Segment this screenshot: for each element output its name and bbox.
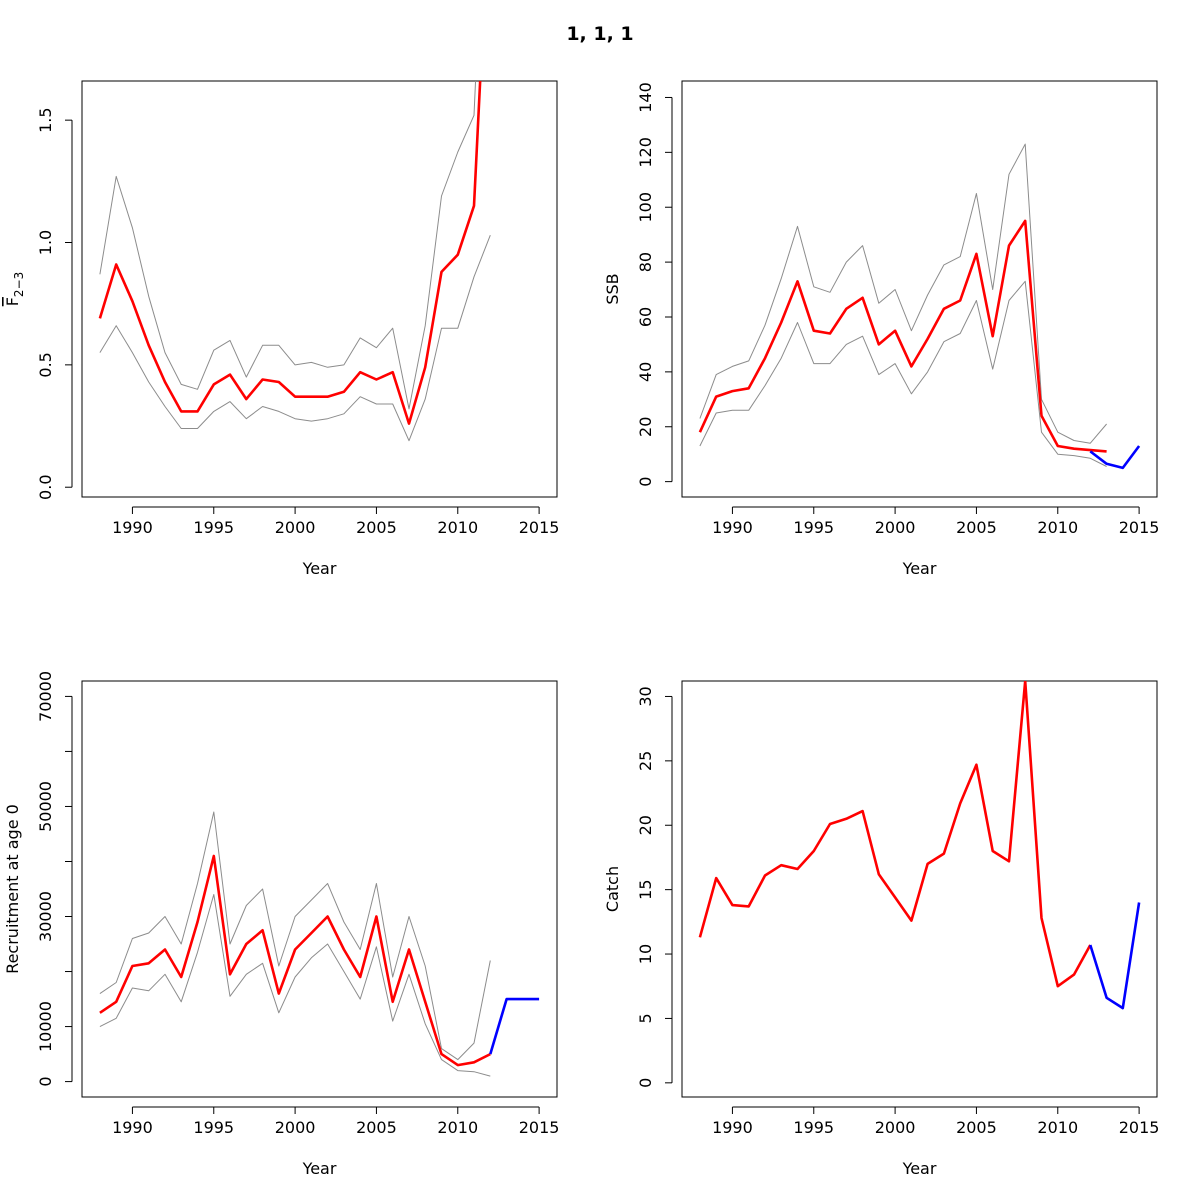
ssb-y-tick-label: 140: [636, 82, 655, 113]
ssb-x-tick-label: 1990: [712, 518, 753, 537]
recruitment-panel: 1990 1995 2000 2005 2010 2015 Year 0 10000 30000 5…: [3, 671, 559, 1178]
ssb-y-tick-label: 40: [636, 362, 655, 382]
catch-y-tick-label: 15: [636, 879, 655, 899]
catch-y-tick-label: 30: [636, 686, 655, 706]
recruitment-x-tick-label: 1995: [193, 1118, 234, 1137]
recruitment-plot-frame: [81, 680, 558, 1098]
fbar-x-tick-label: 1995: [193, 518, 234, 537]
catch-panel: 1990 1995 2000 2005 2010 2015 Year 0 5 10 15 20 25 30…: [603, 680, 1160, 1178]
ssb-x-tick-label: 1995: [793, 518, 834, 537]
ssb-x-tick-label: 2015: [1119, 518, 1160, 537]
ssb-y-axis-label: SSB: [603, 273, 622, 304]
recruitment-y-axis-label: Recruitment at age 0: [3, 804, 22, 974]
recruitment-x-tick-label: 2005: [356, 1118, 397, 1137]
catch-x-tick-label: 2010: [1037, 1118, 1078, 1137]
catch-series-estimate: [698, 681, 1092, 988]
catch-y-tick-label: 25: [636, 751, 655, 771]
ssb-x-tick-label: 2005: [956, 518, 997, 537]
ssb-y-tick-label: 20: [636, 417, 655, 437]
recruitment-x-tick-label: 1990: [112, 1118, 153, 1137]
catch-plot-frame: [681, 680, 1158, 1098]
catch-y-tick-label: 5: [636, 1013, 655, 1023]
catch-x-tick-label: 2000: [875, 1118, 916, 1137]
fbar-x-tick-label: 2000: [275, 518, 316, 537]
fbar-x-tick-label: 2005: [356, 518, 397, 537]
recruitment-series-lower: [99, 894, 491, 1077]
fbar-series-estimate: [98, 81, 482, 425]
recruitment-y-tick-label: 0: [36, 1076, 55, 1086]
recruitment-series-estimate: [99, 854, 491, 1067]
recruitment-x-tick-label: 2010: [437, 1118, 478, 1137]
fbar-series-upper: [99, 81, 477, 410]
fbar-y-tick-label: 1.0: [36, 230, 55, 255]
catch-x-axis-label: Year: [902, 1159, 937, 1178]
fbar-series-lower: [99, 235, 491, 442]
fbar-y-tick-label: 1.5: [36, 107, 55, 132]
ssb-y-tick-label: 80: [636, 252, 655, 272]
catch-y-tick-label: 10: [636, 944, 655, 964]
ssb-y-tick-label: 120: [636, 137, 655, 168]
recruitment-y-tick-label: 70000: [36, 671, 55, 722]
ssb-y-tick-label: 60: [636, 307, 655, 327]
fbar-x-tick-label: 1990: [112, 518, 153, 537]
recruitment-x-axis-label: Year: [302, 1159, 337, 1178]
fbar-x-tick-label: 2015: [519, 518, 560, 537]
ssb-series-estimate: [698, 219, 1107, 453]
ssb-series-forecast: [1089, 445, 1141, 470]
catch-y-tick-label: 20: [636, 815, 655, 835]
fbar-y-axis-label-sub: 2−3: [12, 272, 26, 297]
ssb-y-tick-label: 0: [636, 477, 655, 487]
fbar-panel: 1990 1995 2000 2005 2010 2015 Year 0.0 0.5 1.0 1.5…: [3, 80, 560, 578]
catch-x-tick-label: 1995: [793, 1118, 834, 1137]
catch-y-tick-label: 0: [636, 1078, 655, 1088]
ssb-x-axis-label: Year: [902, 559, 937, 578]
ssb-x-tick-label: 2000: [875, 518, 916, 537]
figure-title: 1, 1, 1: [566, 23, 633, 45]
recruitment-y-tick-label: 50000: [36, 781, 55, 832]
fbar-x-tick-label: 2010: [437, 518, 478, 537]
catch-x-tick-label: 2005: [956, 1118, 997, 1137]
catch-series-forecast: [1089, 902, 1141, 1010]
fbar-y-axis-label-main: F: [3, 297, 22, 306]
catch-x-tick-label: 1990: [712, 1118, 753, 1137]
recruitment-x-tick-label: 2000: [275, 1118, 316, 1137]
recruitment-x-tick-label: 2015: [519, 1118, 560, 1137]
recruitment-y-tick-label: 10000: [36, 1001, 55, 1052]
fbar-y-tick-label: 0.5: [36, 352, 55, 377]
ssb-y-tick-label: 100: [636, 192, 655, 223]
fbar-plot-frame: [81, 80, 558, 498]
ssb-plot-frame: [681, 80, 1158, 498]
catch-y-axis-label: Catch: [603, 866, 622, 912]
recruitment-y-tick-label: 30000: [36, 891, 55, 942]
fbar-y-tick-label: 0.0: [36, 474, 55, 499]
catch-x-tick-label: 2015: [1119, 1118, 1160, 1137]
fbar-y-axis-label: F2−3: [3, 272, 26, 307]
ssb-panel: 1990 1995 2000 2005 2010 2015 Year 0 20 40 60 80 100…: [603, 80, 1160, 578]
ssb-x-tick-label: 2010: [1037, 518, 1078, 537]
ssb-series-upper: [699, 143, 1107, 444]
fbar-x-axis-label: Year: [302, 559, 337, 578]
recruitment-series-forecast: [489, 997, 540, 1055]
ssb-series-lower: [699, 280, 1107, 467]
recruitment-series-upper: [99, 811, 491, 1061]
